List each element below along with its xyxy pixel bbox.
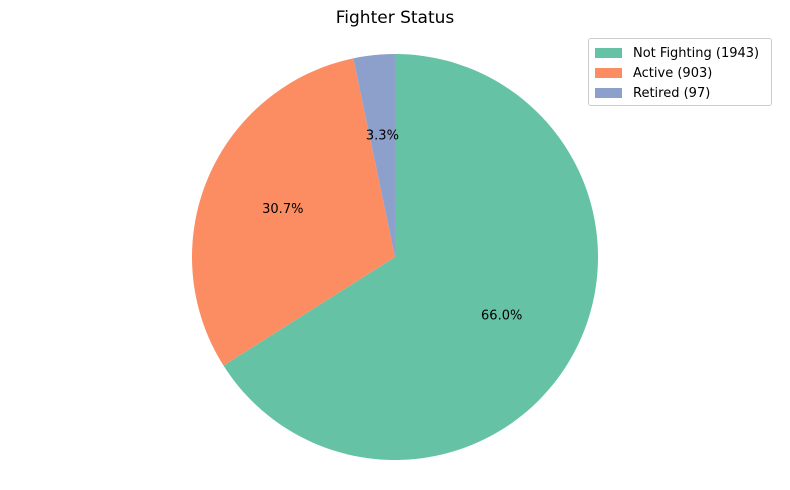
legend-entry-not-fighting: Not Fighting (1943): [595, 43, 763, 63]
legend-swatch-active: [595, 68, 622, 78]
legend-label-retired: Retired (97): [633, 85, 711, 101]
pie-slices: [192, 54, 598, 460]
legend-swatch-retired: [595, 88, 622, 98]
pie-percent-label-retired: 3.3%: [366, 128, 399, 143]
pie-percent-label-not-fighting: 66.0%: [481, 308, 522, 323]
legend: Not Fighting (1943) Active (903) Retired…: [588, 38, 772, 106]
legend-label-not-fighting: Not Fighting (1943): [633, 45, 760, 61]
legend-swatch-not-fighting: [595, 48, 622, 58]
pie-percent-labels: 66.0% 30.7% 3.3%: [262, 128, 522, 323]
legend-entry-retired: Retired (97): [595, 83, 763, 103]
pie-slice-active: [192, 58, 395, 366]
legend-entry-active: Active (903): [595, 63, 763, 83]
pie-slice-not-fighting: [223, 54, 598, 460]
chart-title: Fighter Status: [335, 8, 455, 28]
pie-percent-label-active: 30.7%: [262, 202, 303, 217]
legend-label-active: Active (903): [633, 65, 713, 81]
pie-slice-retired: [353, 54, 395, 257]
